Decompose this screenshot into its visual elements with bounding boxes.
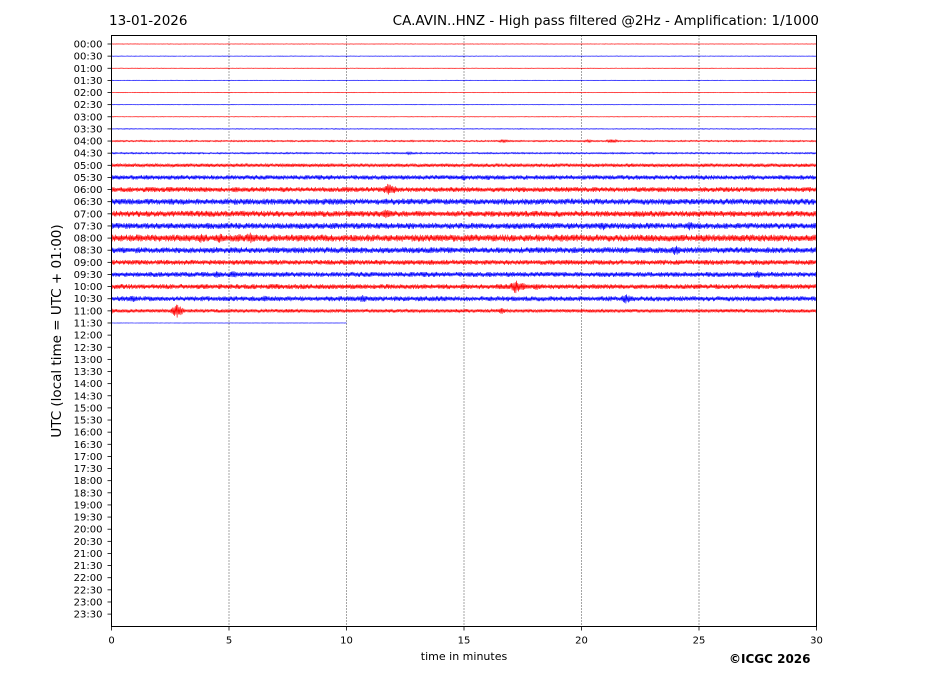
y-tick-label: 04:30 [74, 149, 103, 160]
y-tick-label: 23:30 [74, 610, 103, 621]
trace-line [111, 209, 817, 219]
trace-line [111, 245, 817, 255]
plot-frame [111, 35, 817, 627]
x-axis: 0 5 10 15 20 25 30 [108, 626, 823, 647]
y-tick-label: 16:00 [74, 428, 103, 439]
trace-line [111, 270, 817, 278]
y-tick-label: 00:00 [74, 40, 103, 51]
trace-line [111, 198, 817, 205]
y-tick-label: 06:30 [74, 197, 103, 208]
y-tick-label: 03:00 [74, 112, 103, 123]
trace-line [111, 104, 817, 106]
y-tick-label: 10:30 [74, 294, 103, 305]
y-tick-label: 13:00 [74, 355, 103, 366]
trace-line [111, 116, 817, 118]
y-tick-label: 06:00 [74, 185, 103, 196]
y-tick-label: 17:30 [74, 464, 103, 475]
trace-line [111, 150, 817, 156]
vertical-gridlines [228, 35, 700, 627]
y-tick-label: 13:30 [74, 367, 103, 378]
y-tick-label: 17:00 [74, 452, 103, 463]
trace-line [111, 79, 817, 82]
y-tick-label: 08:30 [74, 246, 103, 257]
y-tick-label: 10:00 [74, 282, 103, 293]
date-label: 13-01-2026 [109, 13, 187, 29]
y-tick-label: 18:00 [74, 476, 103, 487]
y-tick-label: 18:30 [74, 488, 103, 499]
y-tick-label: 02:00 [74, 88, 103, 99]
copyright-label: ©ICGC 2026 [729, 652, 811, 666]
trace-line [111, 232, 817, 244]
x-tick-label: 5 [226, 636, 232, 647]
trace-line [111, 67, 817, 69]
trace-line [111, 280, 817, 294]
y-tick-label: 05:00 [74, 161, 103, 172]
trace-line [111, 128, 817, 130]
y-axis: 00:0000:3001:0001:3002:0002:3003:0003:30… [74, 40, 112, 621]
y-tick-label: 09:30 [74, 270, 103, 281]
y-tick-label: 00:30 [74, 52, 103, 63]
x-tick-label: 10 [340, 636, 353, 647]
y-tick-label: 08:00 [74, 234, 103, 245]
y-axis-label: UTC (local time = UTC + 01:00) [49, 224, 65, 437]
y-tick-label: 11:30 [74, 318, 103, 329]
trace-line [111, 162, 817, 168]
y-tick-label: 07:00 [74, 209, 103, 220]
trace-line [111, 294, 817, 304]
y-tick-label: 11:00 [74, 306, 103, 317]
y-tick-label: 22:30 [74, 585, 103, 596]
y-tick-label: 01:30 [74, 76, 103, 87]
seismic-traces [111, 43, 817, 324]
y-tick-label: 21:30 [74, 561, 103, 572]
y-tick-label: 16:30 [74, 440, 103, 451]
y-tick-label: 21:00 [74, 549, 103, 560]
x-axis-label: time in minutes [421, 650, 508, 663]
y-tick-label: 04:00 [74, 137, 103, 148]
trace-line [111, 221, 817, 231]
y-tick-label: 23:00 [74, 597, 103, 608]
y-tick-label: 15:00 [74, 403, 103, 414]
y-tick-label: 03:30 [74, 124, 103, 135]
x-tick-label: 25 [693, 636, 706, 647]
x-tick-label: 30 [810, 636, 823, 647]
y-tick-label: 07:30 [74, 221, 103, 232]
trace-line [111, 91, 817, 94]
chart-title: CA.AVIN..HNZ - High pass filtered @2Hz -… [393, 13, 819, 29]
trace-line [111, 304, 817, 318]
y-tick-label: 20:00 [74, 525, 103, 536]
trace-line [111, 43, 817, 45]
trace-line [111, 175, 817, 181]
y-tick-label: 15:30 [74, 416, 103, 427]
y-tick-label: 19:00 [74, 500, 103, 511]
y-tick-label: 12:00 [74, 331, 103, 342]
y-tick-label: 09:00 [74, 258, 103, 269]
x-tick-label: 0 [108, 636, 114, 647]
y-tick-label: 19:30 [74, 513, 103, 524]
x-tick-label: 20 [575, 636, 588, 647]
y-tick-label: 22:00 [74, 573, 103, 584]
y-tick-label: 02:30 [74, 100, 103, 111]
y-tick-label: 20:30 [74, 537, 103, 548]
trace-line [111, 138, 817, 144]
trace-line [111, 183, 817, 195]
y-tick-label: 12:30 [74, 343, 103, 354]
y-tick-label: 14:00 [74, 379, 103, 390]
y-tick-label: 01:00 [74, 64, 103, 75]
trace-line [111, 259, 817, 265]
x-tick-label: 15 [458, 636, 471, 647]
y-tick-label: 05:30 [74, 173, 103, 184]
trace-line [111, 55, 817, 57]
y-tick-label: 14:30 [74, 391, 103, 402]
